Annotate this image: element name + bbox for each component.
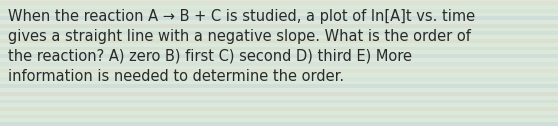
Bar <box>0 62 558 66</box>
Bar <box>0 69 558 73</box>
Bar <box>0 115 558 118</box>
Text: When the reaction A → B + C is studied, a plot of ln[A]t vs. time
gives a straig: When the reaction A → B + C is studied, … <box>8 9 475 84</box>
Bar <box>0 1 558 5</box>
Bar <box>0 9 558 13</box>
Bar <box>0 47 558 50</box>
Bar <box>0 16 558 20</box>
Bar <box>0 122 558 126</box>
Bar <box>0 54 558 58</box>
Bar <box>0 100 558 103</box>
Bar <box>0 39 558 43</box>
Bar <box>0 32 558 35</box>
Bar <box>0 84 558 88</box>
Bar <box>0 92 558 96</box>
Bar <box>0 77 558 81</box>
Bar <box>0 107 558 111</box>
Bar <box>0 24 558 28</box>
